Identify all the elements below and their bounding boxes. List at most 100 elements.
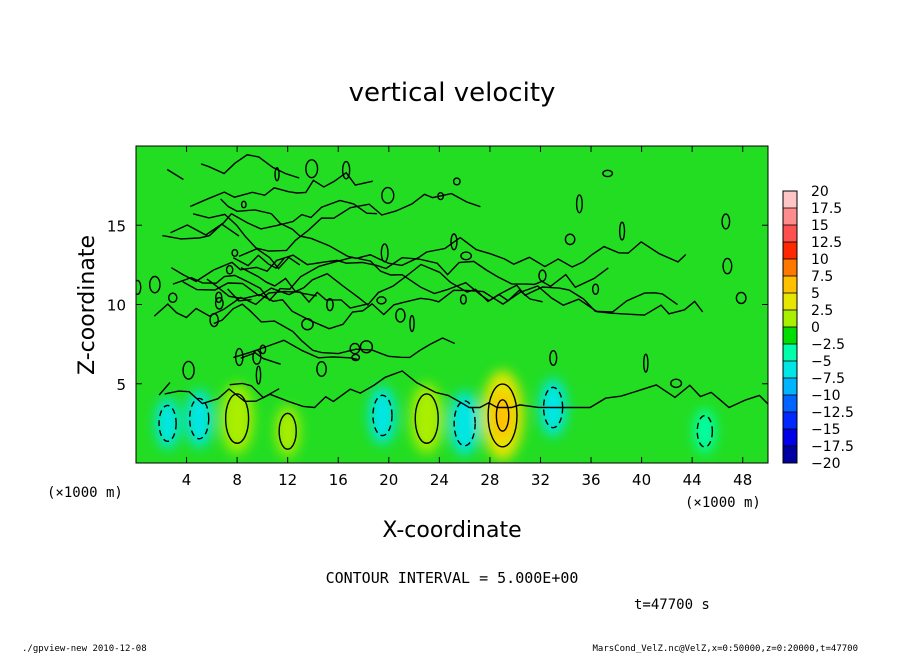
contour-loop xyxy=(225,264,234,275)
contour-line xyxy=(206,278,704,330)
contour-loop xyxy=(259,344,267,355)
contour-line xyxy=(200,154,300,179)
colorbar-label: 5 xyxy=(811,286,820,302)
x-axis-label: X-coordinate xyxy=(382,518,521,543)
colorbar-label: 2.5 xyxy=(811,303,833,319)
plot-area xyxy=(136,146,768,463)
contour-ring xyxy=(495,399,510,432)
contour-loop xyxy=(409,314,415,333)
x-tick-label: 4 xyxy=(182,471,192,489)
contour-loop xyxy=(381,186,395,204)
contour-loop xyxy=(305,159,319,179)
colorbar-swatch xyxy=(783,327,797,345)
contour-loop xyxy=(721,213,731,230)
colorbar-swatch xyxy=(783,293,797,311)
colorbar-swatch xyxy=(783,225,797,243)
x-tick-label: 8 xyxy=(232,471,242,489)
colorbar-swatch xyxy=(783,395,797,413)
contour-loop xyxy=(234,347,244,367)
y-axis-label: Z-coordinate xyxy=(75,235,100,375)
colorbar-label: −5 xyxy=(811,354,832,370)
contour-line xyxy=(164,370,768,409)
contour-line xyxy=(166,168,184,181)
contour-loop xyxy=(591,283,600,295)
contour-loop xyxy=(564,233,576,246)
colorbar-swatch xyxy=(783,378,797,396)
x-tick-label: 12 xyxy=(278,471,297,489)
contour-line xyxy=(162,223,240,240)
x-tick-label: 48 xyxy=(733,471,752,489)
contour-loop xyxy=(182,360,195,380)
y-unit-label: (×1000 m) xyxy=(685,495,761,511)
y-tick-label: 10 xyxy=(107,297,126,315)
contour-interval-label: CONTOUR INTERVAL = 5.000E+00 xyxy=(326,569,579,587)
colorbar-label: −15 xyxy=(811,422,841,438)
contour-loop xyxy=(437,191,445,201)
x-tick-label: 32 xyxy=(531,471,550,489)
colorbar-swatch xyxy=(783,429,797,447)
contour-loop xyxy=(670,378,683,389)
contour-line xyxy=(220,198,687,268)
contour-lines xyxy=(136,154,768,450)
contour-ring xyxy=(414,393,439,444)
colorbar-label: 7.5 xyxy=(811,269,833,285)
contour-loop xyxy=(460,251,473,261)
contour-loop xyxy=(168,292,178,304)
contour-loop xyxy=(351,353,361,362)
contour-line xyxy=(240,352,281,365)
x-tick-label: 24 xyxy=(430,471,449,489)
velocity-core xyxy=(491,390,514,441)
colorbar-label: 17.5 xyxy=(811,201,842,217)
colorbar-label: 12.5 xyxy=(811,235,842,251)
contour-loop xyxy=(349,342,361,355)
contour-loop xyxy=(602,169,614,178)
contour-loop xyxy=(231,248,239,258)
contour-loop xyxy=(452,177,461,186)
contour-loop xyxy=(136,279,142,296)
colorbar-label: −2.5 xyxy=(811,337,845,353)
colorbar-label: −10 xyxy=(811,388,841,404)
contour-line xyxy=(182,263,543,306)
contour-loop xyxy=(214,296,224,310)
contour-loop xyxy=(735,291,747,305)
colorbar-swatch xyxy=(783,242,797,260)
contour-ring xyxy=(696,414,714,448)
footer-left: ./gpview-new 2010-12-08 xyxy=(22,644,147,654)
contour-loop xyxy=(575,194,583,214)
colorbar-label: −17.5 xyxy=(811,439,854,455)
time-label: t=47700 s xyxy=(634,597,710,613)
y-tick-label: 5 xyxy=(116,376,126,394)
colorbar: 2017.51512.5107.552.50−2.5−5−7.5−10−12.5… xyxy=(782,184,854,472)
contour-loop xyxy=(316,360,327,377)
x-unit-label: (×1000 m) xyxy=(47,485,123,501)
contour-loop xyxy=(538,269,547,282)
colorbar-label: 10 xyxy=(811,252,829,268)
contour-loop xyxy=(274,167,280,182)
colorbar-swatch xyxy=(783,310,797,328)
contour-loop xyxy=(240,200,247,209)
colorbar-swatch xyxy=(783,446,797,464)
contour-ring xyxy=(453,400,476,447)
contour-loop xyxy=(450,233,458,251)
x-tick-label: 40 xyxy=(632,471,651,489)
colorbar-label: −7.5 xyxy=(811,371,845,387)
contour-loop xyxy=(252,349,262,365)
contour-loop xyxy=(618,221,626,241)
contour-line xyxy=(192,192,481,252)
contour-loop xyxy=(326,298,334,312)
contour-line xyxy=(172,256,678,313)
contour-loop xyxy=(215,291,223,304)
contour-loop xyxy=(395,308,406,323)
colorbar-swatch xyxy=(783,259,797,277)
contour-loop xyxy=(301,318,314,331)
contour-line xyxy=(213,303,455,359)
x-axis: 4 8 12 16 20 24 28 32 36 40 44 48 xyxy=(182,146,752,489)
colorbar-swatch xyxy=(783,191,797,209)
contour-ring xyxy=(188,397,210,440)
contour-loop xyxy=(722,257,733,275)
x-tick-label: 44 xyxy=(683,471,702,489)
contour-ring xyxy=(372,394,393,437)
colorbar-swatch xyxy=(783,361,797,379)
y-tick-label: 15 xyxy=(107,217,126,235)
